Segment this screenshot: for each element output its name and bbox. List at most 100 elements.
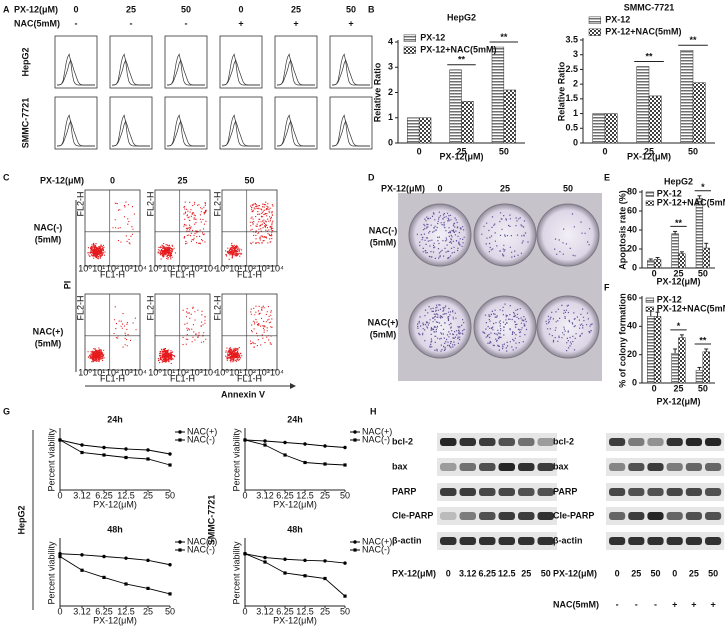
legend-label: PX-12 bbox=[657, 294, 682, 304]
band bbox=[440, 463, 457, 471]
panel-label: G bbox=[3, 406, 10, 416]
significance-label: ** bbox=[699, 335, 707, 345]
row-label: NAC(+) bbox=[368, 317, 399, 327]
band bbox=[518, 488, 535, 496]
band bbox=[705, 463, 722, 471]
bar bbox=[648, 95, 662, 144]
y-tick-label: 60 bbox=[627, 205, 637, 215]
legend-marker bbox=[178, 438, 182, 442]
bar bbox=[604, 113, 618, 144]
lane-label: 0 bbox=[615, 568, 620, 578]
row-label: NAC(-) bbox=[369, 225, 398, 235]
bar bbox=[647, 316, 655, 384]
bar bbox=[695, 198, 704, 269]
lane-label: + bbox=[691, 599, 696, 609]
band bbox=[628, 537, 645, 545]
lane-label: - bbox=[635, 599, 638, 609]
plot-tick-label: 10¹ bbox=[92, 263, 105, 273]
marker bbox=[343, 445, 347, 450]
band bbox=[479, 463, 496, 471]
band bbox=[440, 438, 457, 446]
chart-title: 24h bbox=[107, 414, 123, 424]
flow-dots bbox=[157, 306, 207, 364]
x-axis-label: PX-12(μM) bbox=[273, 615, 317, 625]
plot-axis-label: FL1-H bbox=[237, 373, 262, 383]
lane-label: 50 bbox=[708, 568, 718, 578]
legend-label: PX-12 bbox=[657, 188, 682, 198]
band bbox=[685, 512, 702, 520]
histogram-curve bbox=[56, 59, 95, 86]
plot-tick-label: 10³ bbox=[190, 263, 203, 273]
line bbox=[244, 439, 346, 466]
x-tick-label: 6.25 bbox=[95, 490, 113, 500]
row-label: NAC(-) bbox=[34, 222, 63, 232]
histogram-frame bbox=[109, 96, 153, 150]
arrow-head bbox=[290, 383, 296, 389]
line bbox=[244, 553, 346, 564]
blot-strip bbox=[606, 458, 725, 476]
plot-tick-label: 10² bbox=[106, 263, 119, 273]
legend-swatch bbox=[645, 191, 655, 197]
x-axis-label: PX-12(μM) bbox=[627, 151, 671, 161]
histogram-curve bbox=[111, 59, 150, 86]
lane-label: 25 bbox=[689, 568, 699, 578]
y-tick-label: 1 bbox=[573, 108, 578, 118]
legend-marker bbox=[353, 438, 357, 442]
x-tick-label: 3.12 bbox=[73, 490, 91, 500]
marker bbox=[168, 463, 172, 467]
legend-swatch bbox=[403, 46, 416, 54]
band bbox=[685, 488, 702, 496]
band bbox=[705, 537, 722, 545]
x-tick-label: 6.25 bbox=[276, 606, 294, 616]
line bbox=[244, 553, 346, 597]
y-axis-label: % of colony formation bbox=[617, 293, 627, 388]
band bbox=[666, 537, 683, 545]
blot-strip bbox=[606, 483, 725, 501]
row-label: HepG2 bbox=[20, 47, 30, 76]
band bbox=[609, 488, 626, 496]
x-tick-label: 3.12 bbox=[256, 490, 274, 500]
x-tick-label: 50 bbox=[698, 268, 708, 278]
y-tick-label: 0.5 bbox=[565, 123, 578, 133]
well bbox=[473, 295, 537, 359]
x-axis-label: PX-12(μM) bbox=[656, 276, 700, 286]
line bbox=[244, 439, 346, 448]
y-tick-label: 80 bbox=[627, 186, 637, 196]
y-tick-label: 20 bbox=[627, 243, 637, 253]
line bbox=[59, 556, 171, 595]
panel-label: F bbox=[604, 282, 610, 292]
plot-tick-label: 10⁴ bbox=[133, 263, 147, 273]
column-label: 25 bbox=[291, 4, 301, 14]
marker bbox=[283, 453, 287, 457]
marker bbox=[58, 552, 62, 556]
plot-tick-label: 10⁰ bbox=[148, 263, 162, 273]
marker bbox=[58, 438, 62, 442]
marker bbox=[124, 556, 128, 560]
plot-tick-label: 10³ bbox=[120, 263, 133, 273]
band bbox=[459, 537, 476, 545]
plot-axis-label: FL1-H bbox=[170, 269, 195, 279]
histogram-frame bbox=[329, 35, 373, 89]
column-label: 50 bbox=[346, 4, 356, 14]
x-tick-label: 0 bbox=[242, 606, 247, 616]
plot-axis-label: FL1-H bbox=[100, 373, 125, 383]
marker bbox=[146, 586, 150, 590]
plot-tick-label: 10¹ bbox=[229, 367, 242, 377]
blot-label: β-actin bbox=[392, 535, 422, 545]
histogram-frame bbox=[219, 35, 263, 89]
lane-label: + bbox=[672, 599, 677, 609]
legend-marker bbox=[178, 540, 182, 544]
colonies bbox=[482, 303, 528, 352]
lane-label: 3.12 bbox=[459, 568, 477, 578]
plot-tick-label: 10⁴ bbox=[133, 367, 147, 377]
bar bbox=[636, 66, 650, 144]
legend-label: NAC(-) bbox=[362, 434, 390, 444]
plot-tick-label: 10⁴ bbox=[270, 263, 284, 273]
panel-label: E bbox=[604, 172, 610, 182]
marker bbox=[303, 460, 307, 465]
lane-label: 50 bbox=[650, 568, 660, 578]
x-tick-label: 25 bbox=[143, 606, 153, 616]
band bbox=[498, 488, 515, 496]
marker bbox=[146, 448, 150, 452]
